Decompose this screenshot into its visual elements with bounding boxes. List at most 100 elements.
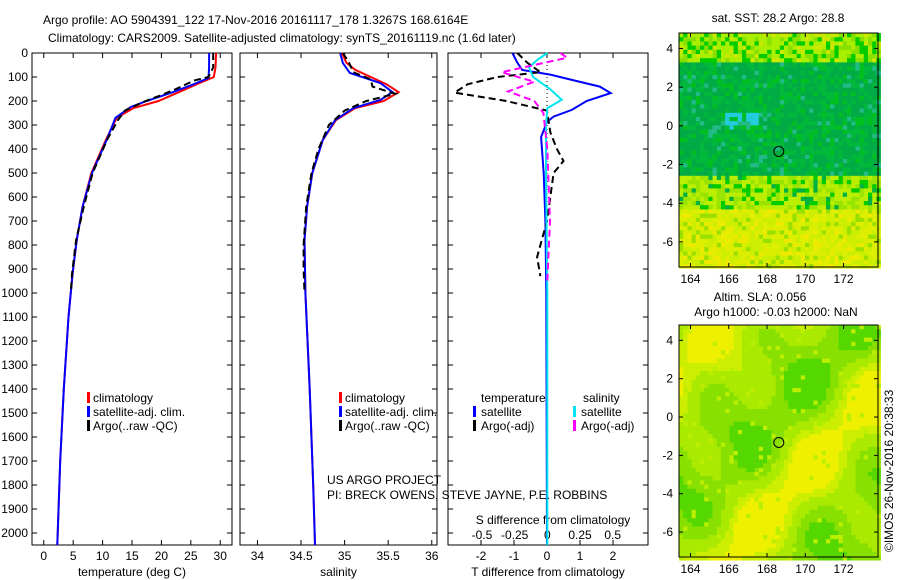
map-cell	[842, 346, 848, 351]
map-cell	[821, 388, 827, 393]
map-cell	[851, 154, 856, 160]
map-cell	[847, 243, 852, 248]
map-cell	[792, 480, 797, 485]
map-cell	[847, 337, 852, 343]
map-cell	[767, 129, 772, 135]
map-cell	[876, 484, 881, 490]
map-cell	[821, 409, 827, 414]
map-cell	[691, 329, 697, 334]
map-cell	[750, 325, 755, 330]
map-cell	[687, 133, 692, 139]
map-cell	[809, 209, 814, 214]
map-cell	[847, 112, 852, 118]
map-cell	[876, 230, 881, 235]
map-cell	[851, 451, 856, 456]
map-cell	[754, 100, 760, 105]
map-cell	[800, 362, 806, 368]
map-cell	[859, 480, 865, 485]
map-cell	[779, 154, 785, 160]
map-cell	[855, 201, 860, 206]
map-cell	[746, 205, 751, 210]
map-cell	[784, 350, 789, 355]
map-cell	[758, 41, 764, 46]
map-cell	[805, 484, 810, 490]
map-cell	[788, 163, 793, 168]
map-cell	[737, 484, 743, 490]
map-cell	[859, 62, 865, 67]
map-cell	[767, 333, 772, 338]
map-cell	[737, 493, 743, 498]
map-cell	[796, 192, 802, 198]
map-cell	[767, 79, 772, 84]
map-cell	[855, 379, 860, 385]
map-cell	[683, 472, 688, 477]
map-cell	[859, 87, 865, 93]
map-cell	[817, 175, 823, 181]
map-cell	[838, 362, 844, 368]
map-cell	[729, 379, 734, 385]
map-cell	[813, 467, 818, 473]
map-cell	[725, 467, 730, 473]
map-cell	[817, 142, 823, 147]
map-cell	[725, 421, 730, 427]
map-cell	[876, 259, 881, 265]
map-cell	[851, 400, 856, 406]
map-cell	[683, 247, 688, 252]
map-cell	[834, 146, 839, 151]
map-cell	[821, 455, 827, 460]
map-cell	[754, 459, 760, 464]
map-cell	[796, 480, 802, 485]
map-cell	[742, 346, 747, 351]
map-cell	[796, 154, 802, 160]
map-cell	[813, 337, 818, 343]
map-cell	[859, 362, 865, 368]
map-cell	[792, 425, 797, 431]
map-cell	[775, 243, 781, 248]
map-cell	[742, 476, 747, 481]
map-cell	[855, 213, 860, 219]
map-cell	[712, 112, 718, 118]
map-cell	[754, 421, 760, 427]
map-cell	[695, 58, 701, 63]
map-cell	[872, 154, 877, 160]
legend-label: Argo(..raw -QC)	[93, 419, 178, 433]
map-cell	[716, 159, 722, 164]
map-cell	[796, 167, 802, 172]
map-cell	[851, 180, 856, 185]
map-cell	[855, 417, 860, 422]
map-cell	[826, 154, 831, 160]
map-cell	[775, 70, 781, 76]
map-cell	[796, 341, 802, 347]
map-cell	[750, 354, 755, 359]
map-cell	[712, 163, 718, 168]
map-cell	[779, 163, 785, 168]
map-cell	[821, 234, 827, 240]
map-cell	[679, 459, 684, 464]
map-cell	[683, 171, 688, 177]
map-cell	[834, 49, 839, 55]
map-cell	[712, 371, 718, 376]
map-cell	[679, 49, 684, 55]
map-cell	[746, 337, 751, 343]
map-cell	[809, 438, 814, 443]
map-cell	[691, 58, 697, 63]
map-cell	[746, 159, 751, 164]
map-cell	[784, 33, 789, 38]
map-cell	[763, 234, 768, 240]
map-cell	[809, 409, 814, 414]
map-cell	[813, 87, 818, 93]
map-cell	[691, 379, 697, 385]
map-cell	[817, 264, 823, 269]
map-cell	[826, 217, 831, 223]
map-cell	[687, 333, 692, 338]
map-cell	[842, 425, 848, 431]
map-cell	[876, 434, 881, 439]
map-cell	[842, 117, 848, 122]
map-cell	[830, 121, 835, 126]
map-cell	[817, 91, 823, 97]
map-cell	[779, 442, 785, 448]
map-cell	[826, 329, 831, 334]
map-title: sat. SST: 28.2 Argo: 28.8	[712, 11, 845, 25]
map-cell	[725, 243, 730, 248]
